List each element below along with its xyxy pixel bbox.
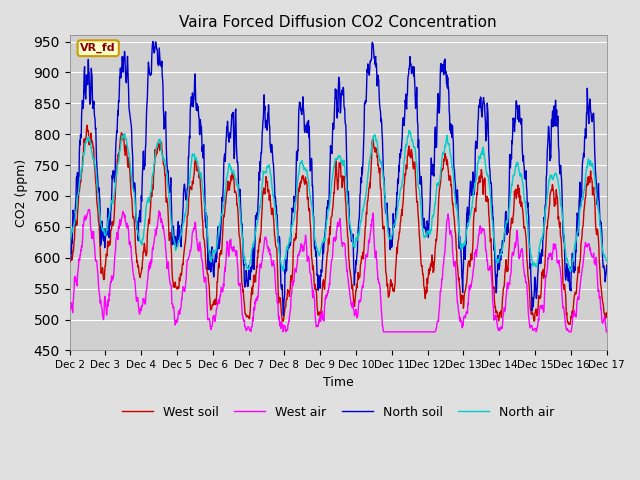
- North air: [540, 229, 547, 235]
- North soil: [492, 290, 500, 296]
- North soil: [149, 38, 157, 44]
- Y-axis label: CO2 (ppm): CO2 (ppm): [15, 159, 28, 227]
- Line: West soil: West soil: [70, 125, 607, 324]
- West soil: [603, 314, 611, 320]
- West air: [603, 329, 611, 335]
- Line: North soil: North soil: [70, 41, 607, 315]
- West air: [85, 207, 93, 213]
- North air: [405, 128, 413, 133]
- West soil: [422, 288, 429, 294]
- Legend: West soil, West air, North soil, North air: West soil, West air, North soil, North a…: [117, 401, 559, 424]
- West soil: [66, 255, 74, 261]
- West air: [492, 312, 500, 318]
- West air: [66, 300, 74, 306]
- North soil: [66, 252, 74, 258]
- X-axis label: Time: Time: [323, 376, 353, 389]
- North soil: [280, 312, 287, 318]
- North soil: [186, 133, 193, 139]
- North soil: [246, 267, 253, 273]
- North soil: [540, 230, 547, 236]
- North air: [492, 257, 500, 263]
- West air: [246, 327, 253, 333]
- Line: West air: West air: [70, 210, 607, 332]
- North soil: [422, 228, 430, 234]
- North air: [185, 182, 193, 188]
- West soil: [173, 285, 180, 291]
- Title: Vaira Forced Diffusion CO2 Concentration: Vaira Forced Diffusion CO2 Concentration: [179, 15, 497, 30]
- North soil: [173, 243, 180, 249]
- North air: [603, 258, 611, 264]
- North air: [566, 269, 574, 275]
- West soil: [540, 267, 547, 273]
- West soil: [186, 189, 193, 195]
- West air: [532, 329, 540, 335]
- West soil: [83, 122, 91, 128]
- West air: [186, 252, 193, 258]
- Text: VR_fd: VR_fd: [81, 43, 116, 53]
- West air: [173, 320, 180, 325]
- West soil: [565, 322, 573, 327]
- West air: [540, 310, 547, 315]
- North air: [66, 236, 74, 242]
- West air: [422, 329, 429, 335]
- North soil: [603, 263, 611, 268]
- North air: [172, 245, 180, 251]
- West soil: [246, 316, 253, 322]
- Line: North air: North air: [70, 131, 607, 272]
- North air: [245, 267, 253, 273]
- North air: [422, 232, 429, 238]
- West soil: [492, 310, 500, 316]
